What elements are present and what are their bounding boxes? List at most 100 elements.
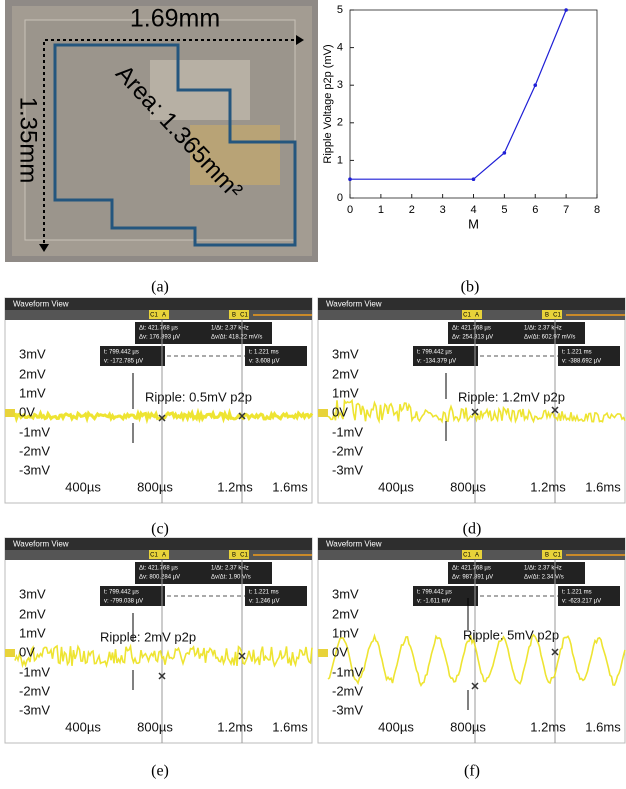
caption: (e) xyxy=(151,763,169,780)
delta-text: Δt: 421.768 µs xyxy=(139,566,178,572)
cursor-b-text: t: 1.221 ms xyxy=(249,350,279,356)
cursor-b-text: v: -388.692 µV xyxy=(562,359,601,365)
y-label: 0V xyxy=(19,404,35,419)
channel-tag xyxy=(5,649,15,657)
x-label: 1.2ms xyxy=(217,719,253,734)
delta-text: Δv: 800.284 µV xyxy=(139,575,180,581)
cursor-tag: C1 xyxy=(150,553,158,559)
x-label: 1.2ms xyxy=(217,479,253,494)
cursor-a-text: t: 799.442 µs xyxy=(104,350,139,356)
cursor-b-text: t: 1.221 ms xyxy=(562,590,592,596)
channel-tag xyxy=(318,649,328,657)
point xyxy=(472,177,476,181)
y-label: 1mV xyxy=(19,625,46,640)
y-tick-label: 3 xyxy=(337,79,343,91)
scope-title: Waveform View xyxy=(326,540,382,549)
die-photo: 1.69mm 1.35mm Area: 1.365mm² (a) xyxy=(5,0,318,296)
y-label: -3mV xyxy=(19,462,50,477)
y-tick-label: 1 xyxy=(337,154,343,166)
cursor-tag: C1 xyxy=(240,313,248,319)
y-label: 0V xyxy=(332,644,348,659)
scope-title: Waveform View xyxy=(326,300,382,309)
cursor-tag: C1 xyxy=(553,313,561,319)
cursor-tag: C1 xyxy=(463,313,471,319)
y-label: 2mV xyxy=(19,366,46,381)
delta-text: Δv/Δt: 602.97 mV/s xyxy=(524,335,575,341)
x-label: 800µs xyxy=(450,479,486,494)
y-label: 3mV xyxy=(19,586,46,601)
cursor-tag: A xyxy=(162,313,166,319)
y-label: -1mV xyxy=(19,424,50,439)
x-axis-label: M xyxy=(468,216,479,231)
x-label: 1.2ms xyxy=(530,719,566,734)
y-label: 1mV xyxy=(332,385,359,400)
y-label: 2mV xyxy=(332,606,359,621)
x-label: 800µs xyxy=(137,719,173,734)
cursor-b-text: t: 1.221 ms xyxy=(249,590,279,596)
delta-text: Δv/Δt: 418.22 mV/s xyxy=(211,335,262,341)
y-label: 0V xyxy=(19,644,35,659)
delta-text: Δt: 421.768 µs xyxy=(452,566,491,572)
cursor-tag: C1 xyxy=(240,553,248,559)
cursor-tag: B xyxy=(232,553,236,559)
cursor-a-text: t: 799.442 µs xyxy=(417,590,452,596)
x-label: 800µs xyxy=(137,479,173,494)
scope-title: Waveform View xyxy=(13,300,69,309)
scope-panel: Waveform ViewC1ABC1Δt: 421.768 µs1/Δt: 2… xyxy=(318,538,625,743)
x-label: 400µs xyxy=(65,479,101,494)
ripple-label: Ripple: 5mV p2p xyxy=(463,627,559,642)
cursor-a-text: v: -1.611 mV xyxy=(417,599,451,605)
y-label: -2mV xyxy=(19,443,50,458)
channel-tag xyxy=(318,409,328,417)
y-label: 1mV xyxy=(332,625,359,640)
x-tick-label: 7 xyxy=(563,204,569,216)
point xyxy=(348,177,352,181)
y-label: -2mV xyxy=(19,683,50,698)
x-tick-label: 3 xyxy=(440,204,446,216)
y-label: 1mV xyxy=(19,385,46,400)
y-label: -3mV xyxy=(332,462,363,477)
delta-text: Δv: 254.313 µV xyxy=(452,335,493,341)
x-label: 1.6ms xyxy=(272,719,308,734)
delta-text: 1/Δt: 2.37 kHz xyxy=(524,326,562,332)
delta-text: Δv: 176.393 µV xyxy=(139,335,180,341)
ripple-label: Ripple: 2mV p2p xyxy=(100,629,196,644)
y-tick-label: 2 xyxy=(337,117,343,129)
cursor-tag: B xyxy=(545,313,549,319)
height-label: 1.35mm xyxy=(15,97,42,184)
x-label: 1.2ms xyxy=(530,479,566,494)
cursor-tag: A xyxy=(475,313,479,319)
line-chart: 012345678012345MRipple Voltage p2p (mV)(… xyxy=(322,4,600,296)
channel-tag xyxy=(5,409,15,417)
delta-text: Δv/Δt: 1.90 V/s xyxy=(211,575,251,581)
ripple-label: Ripple: 1.2mV p2p xyxy=(458,389,565,404)
cursor-a-text: v: -172.785 µV xyxy=(104,359,143,365)
point xyxy=(503,151,507,155)
caption: (d) xyxy=(463,521,482,538)
x-tick-label: 2 xyxy=(409,204,415,216)
x-tick-label: 5 xyxy=(501,204,507,216)
caption: (f) xyxy=(464,763,480,780)
plot-frame xyxy=(350,10,597,198)
cursor-b-text: v: -623.217 µV xyxy=(562,599,601,605)
cursor-a-text: v: -134.379 µV xyxy=(417,359,456,365)
y-label: 3mV xyxy=(19,346,46,361)
x-label: 400µs xyxy=(378,479,414,494)
delta-text: Δv/Δt: 2.34 V/s xyxy=(524,575,564,581)
cursor-a-text: t: 799.442 µs xyxy=(417,350,452,356)
y-label: -3mV xyxy=(19,702,50,717)
cursor-a-text: v: -799.038 µV xyxy=(104,599,143,605)
y-tick-label: 5 xyxy=(337,4,343,16)
x-tick-label: 1 xyxy=(378,204,384,216)
cursor-b-text: t: 1.221 ms xyxy=(562,350,592,356)
y-label: 3mV xyxy=(332,586,359,601)
delta-text: Δv: 987.891 µV xyxy=(452,575,493,581)
cursor-tag: C1 xyxy=(463,553,471,559)
cursor-tag: A xyxy=(475,553,479,559)
cursor-b-text: v: 1.246 µV xyxy=(249,599,279,605)
x-label: 400µs xyxy=(378,719,414,734)
point xyxy=(564,8,568,12)
cursor-a-text: t: 799.442 µs xyxy=(104,590,139,596)
